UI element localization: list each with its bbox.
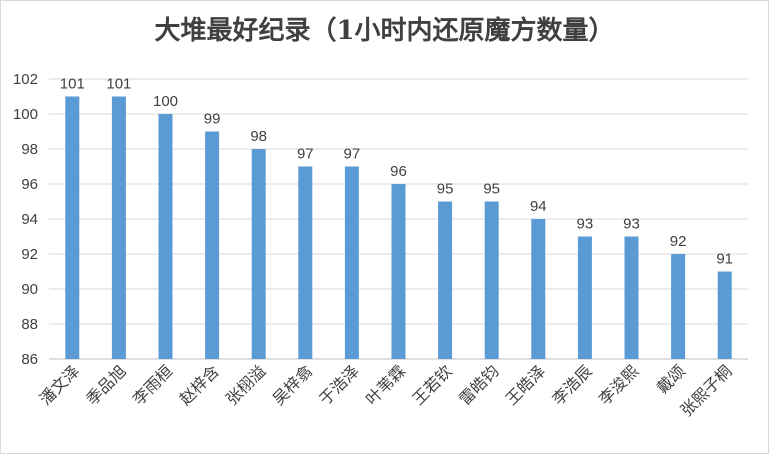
y-tick-label: 96 [21,176,38,193]
data-label: 98 [250,128,267,145]
data-label: 101 [106,76,131,93]
bar [344,166,359,359]
y-tick-label: 90 [21,281,38,298]
y-tick-label: 102 [13,71,38,88]
data-label: 93 [577,216,594,233]
data-label: 97 [297,146,314,163]
bar [624,236,639,359]
data-label: 99 [204,111,221,128]
bar [531,219,546,359]
bar [484,201,499,359]
bar [298,166,313,359]
x-tick-label: 李浚熙 [595,361,642,408]
x-tick-label: 季品旭 [82,361,129,408]
x-tick-label: 戴颂 [653,361,689,397]
x-tick-label: 潘文泽 [36,361,83,408]
data-label: 101 [60,76,85,93]
x-tick-label: 赵梓含 [176,361,223,408]
x-tick-label: 张熙子桐 [677,361,736,420]
x-tick-label: 王若钦 [409,361,456,408]
x-axis-ticks: 潘文泽 季品旭 李雨桓 赵梓含 张栩溢 吴梓翕 于浩泽 叶苇霖 王若钦 雷皓钧 王皓泽 李浩辰 李浚熙戴… [36,361,736,420]
y-tick-label: 88 [21,316,38,333]
y-tick-label: 100 [13,106,38,123]
x-tick-label: 张栩溢 [222,361,269,408]
y-tick-label: 86 [21,351,38,368]
data-label: 95 [437,181,454,198]
x-tick-label: 李雨桓 [129,361,176,408]
x-tick-label: 王皓泽 [502,361,549,408]
bar [111,96,126,359]
x-tick-label: 李浩辰 [548,361,595,408]
data-label: 94 [530,198,547,215]
data-labels: 101 101 100 99 98 97 97 96 95 95 94 93 93 92 91 [60,76,733,268]
bar [205,131,220,359]
x-tick-label: 吴梓翕 [269,361,316,408]
bar [438,201,453,359]
data-label: 95 [483,181,500,198]
bar [158,114,173,359]
x-tick-label: 于浩泽 [315,361,362,408]
y-tick-label: 98 [21,141,38,158]
data-label: 91 [716,251,733,268]
y-tick-label: 94 [21,211,38,228]
bar [251,149,266,359]
bars [65,96,732,359]
x-tick-label: 雷皓钧 [455,361,502,408]
data-label: 96 [390,163,407,180]
data-label: 97 [344,146,361,163]
y-axis-ticks: 86 88 90 92 94 96 98 100 102 [13,71,38,368]
bar [717,271,732,359]
x-tick-label: 叶苇霖 [362,361,409,408]
bar [391,184,406,359]
bar [65,96,80,359]
bar [577,236,592,359]
chart-title: 大堆最好纪录（1小时内还原魔方数量） [154,16,615,46]
data-label: 92 [670,233,687,250]
bar [671,254,686,359]
y-tick-label: 92 [21,246,38,263]
data-label: 93 [623,216,640,233]
data-label: 100 [153,93,178,110]
